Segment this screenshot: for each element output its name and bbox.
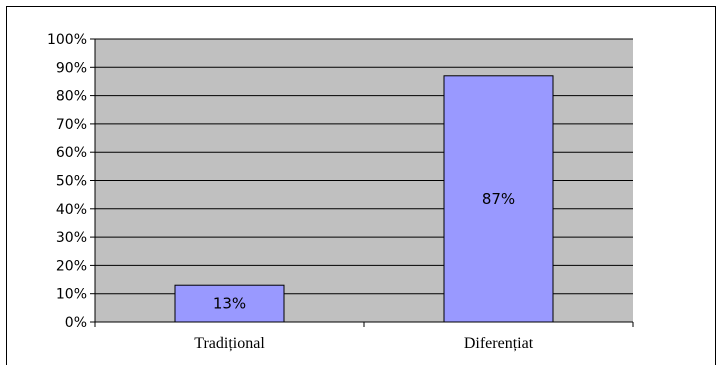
bars: 13% 87% — [174, 75, 554, 323]
bar — [443, 75, 554, 323]
y-tick-label: 20% — [56, 258, 87, 274]
y-tick-label: 0% — [65, 315, 87, 331]
y-tick-label: 30% — [56, 230, 87, 246]
x-category-label: Tradițional — [194, 335, 265, 352]
y-tick-label: 100% — [47, 32, 87, 48]
y-axis: 0% 10% 20% 30% 40% 50% 60% 70% 80% 90% 100% — [47, 32, 96, 331]
x-axis: Tradițional Diferențiat — [94, 321, 634, 352]
bar-data-label: 87% — [482, 190, 515, 208]
y-tick-label: 10% — [56, 287, 87, 303]
y-tick-label: 90% — [56, 60, 87, 76]
bar — [174, 284, 285, 323]
y-tick-label: 40% — [56, 202, 87, 218]
x-category-label: Diferențiat — [464, 335, 534, 352]
y-tick-label: 60% — [56, 145, 87, 161]
y-tick-label: 50% — [56, 174, 87, 190]
bar-data-label: 13% — [213, 295, 246, 313]
y-tick-label: 80% — [56, 89, 87, 105]
y-tick-label: 70% — [56, 117, 87, 133]
